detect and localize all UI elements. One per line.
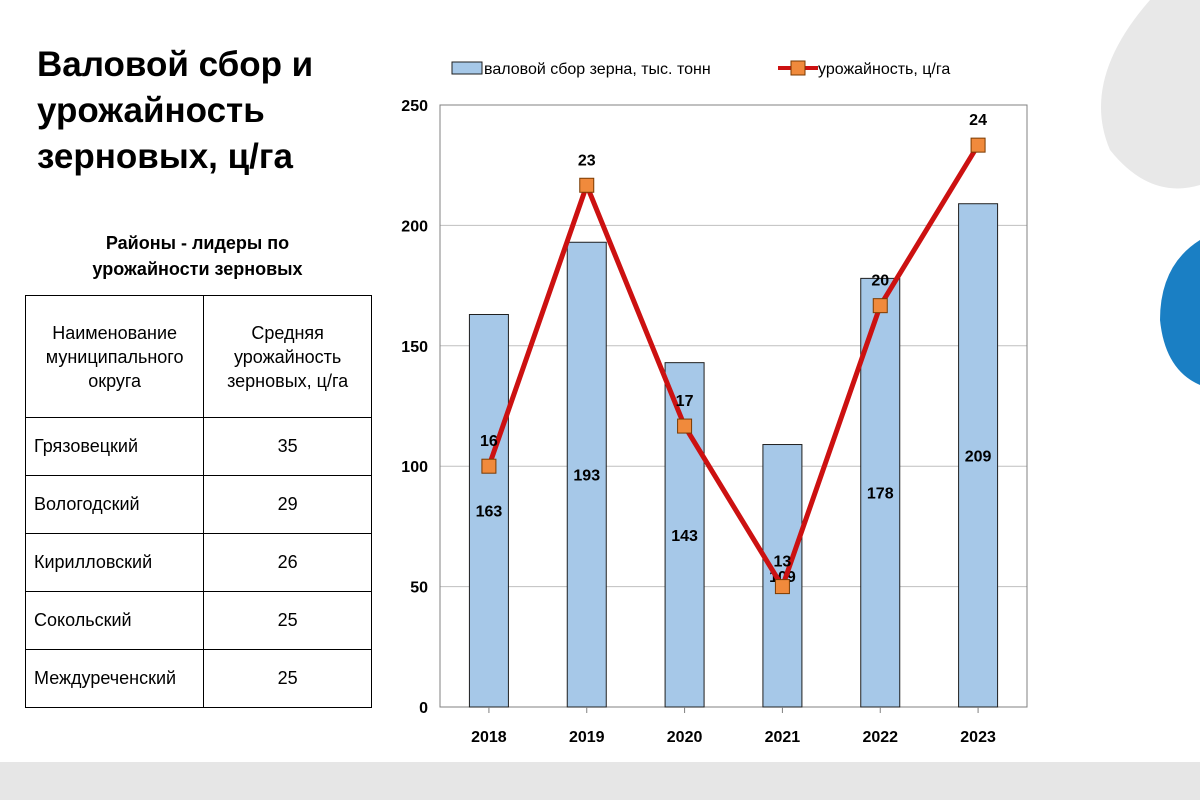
page-title-line-3: зерновых, ц/га [37,137,293,176]
district-yield: 35 [203,417,372,476]
x-tick-label: 2023 [960,729,996,746]
x-tick-label: 2021 [765,729,801,746]
header-line: округа [88,370,142,391]
yield-value-label: 24 [969,112,987,129]
footer-band [0,762,1200,800]
yield-marker [579,177,595,193]
x-tick-label: 2022 [862,729,898,746]
district-name: Вологодский [24,475,205,534]
header-average-yield: Средняя урожайность зерновых, ц/га [203,295,372,418]
x-tick-label: 2019 [569,729,605,746]
y-tick-label: 50 [410,580,428,597]
header-line: муниципального [45,346,184,367]
yield-line [486,143,981,590]
district-yield: 25 [203,591,372,650]
district-name: Грязовецкий [24,417,205,476]
page-title-line-2: урожайность [37,91,265,130]
header-district-name: Наименование муниципального округа [24,295,205,418]
bar-value-label: 209 [965,448,992,465]
table-row: Междуреченский 25 [24,649,372,708]
page-title-line-1: Валовой сбор и [37,45,314,84]
yield-marker [970,137,986,153]
legend-bar-label: валовой сбор зерна, тыс. тонн [484,61,711,78]
header-line: урожайность [233,346,342,367]
grain-chart: 0501001502002501632018193201914320201092… [401,60,1028,746]
table-row: Сокольский 25 [24,591,372,650]
yield-value-label: 20 [871,273,889,290]
bar-value-label: 163 [476,504,503,521]
y-tick-label: 100 [401,459,428,476]
y-tick-label: 150 [401,339,428,356]
x-tick-label: 2020 [667,729,703,746]
bar [468,313,509,708]
yield-marker [872,298,888,314]
yield-marker [677,418,693,434]
table-row: Вологодский 29 [24,475,372,534]
district-yield: 29 [203,475,372,534]
plot-area [439,104,1028,708]
legend-line-label: урожайность, ц/га [818,61,950,78]
bar [958,203,999,708]
page-title: Валовой сбор и урожайность зерновых, ц/г… [37,42,357,180]
bar [566,241,607,708]
leaders-table: Наименование муниципального округа Средн… [24,295,372,708]
yield-marker [481,458,497,474]
decor-blue-shape [1160,240,1200,385]
bar-value-label: 143 [671,528,698,545]
table-header-row: Наименование муниципального округа Средн… [24,295,372,418]
table-caption-line-2: урожайности зерновых [92,259,303,279]
table-caption: Районы - лидеры по урожайности зерновых [25,230,370,282]
district-yield: 25 [203,649,372,708]
header-line: Средняя [251,322,324,343]
district-name: Междуреченский [24,649,205,708]
district-yield: 26 [203,533,372,592]
table-row: Грязовецкий 35 [24,417,372,476]
yield-marker [774,579,790,595]
yield-value-label: 17 [676,393,694,410]
x-tick-label: 2018 [471,729,507,746]
bar-value-label: 193 [573,468,600,485]
district-name: Сокольский [24,591,205,650]
yield-value-label: 23 [578,152,596,169]
y-tick-label: 200 [401,218,428,235]
table-row: Кирилловский 26 [24,533,372,592]
legend-line-marker [790,60,806,76]
y-tick-label: 250 [401,98,428,115]
y-tick-label: 0 [419,700,428,717]
district-name: Кирилловский [24,533,205,592]
legend-bar-swatch [451,61,483,75]
yield-value-label: 16 [480,433,498,450]
bar [762,444,803,708]
header-line: Наименование [52,322,178,343]
table-caption-line-1: Районы - лидеры по [105,233,290,253]
bar-value-label: 178 [867,486,894,503]
yield-value-label: 13 [774,554,792,571]
decor-gray-shape [1101,0,1200,189]
header-line: зерновых, ц/га [227,370,349,391]
